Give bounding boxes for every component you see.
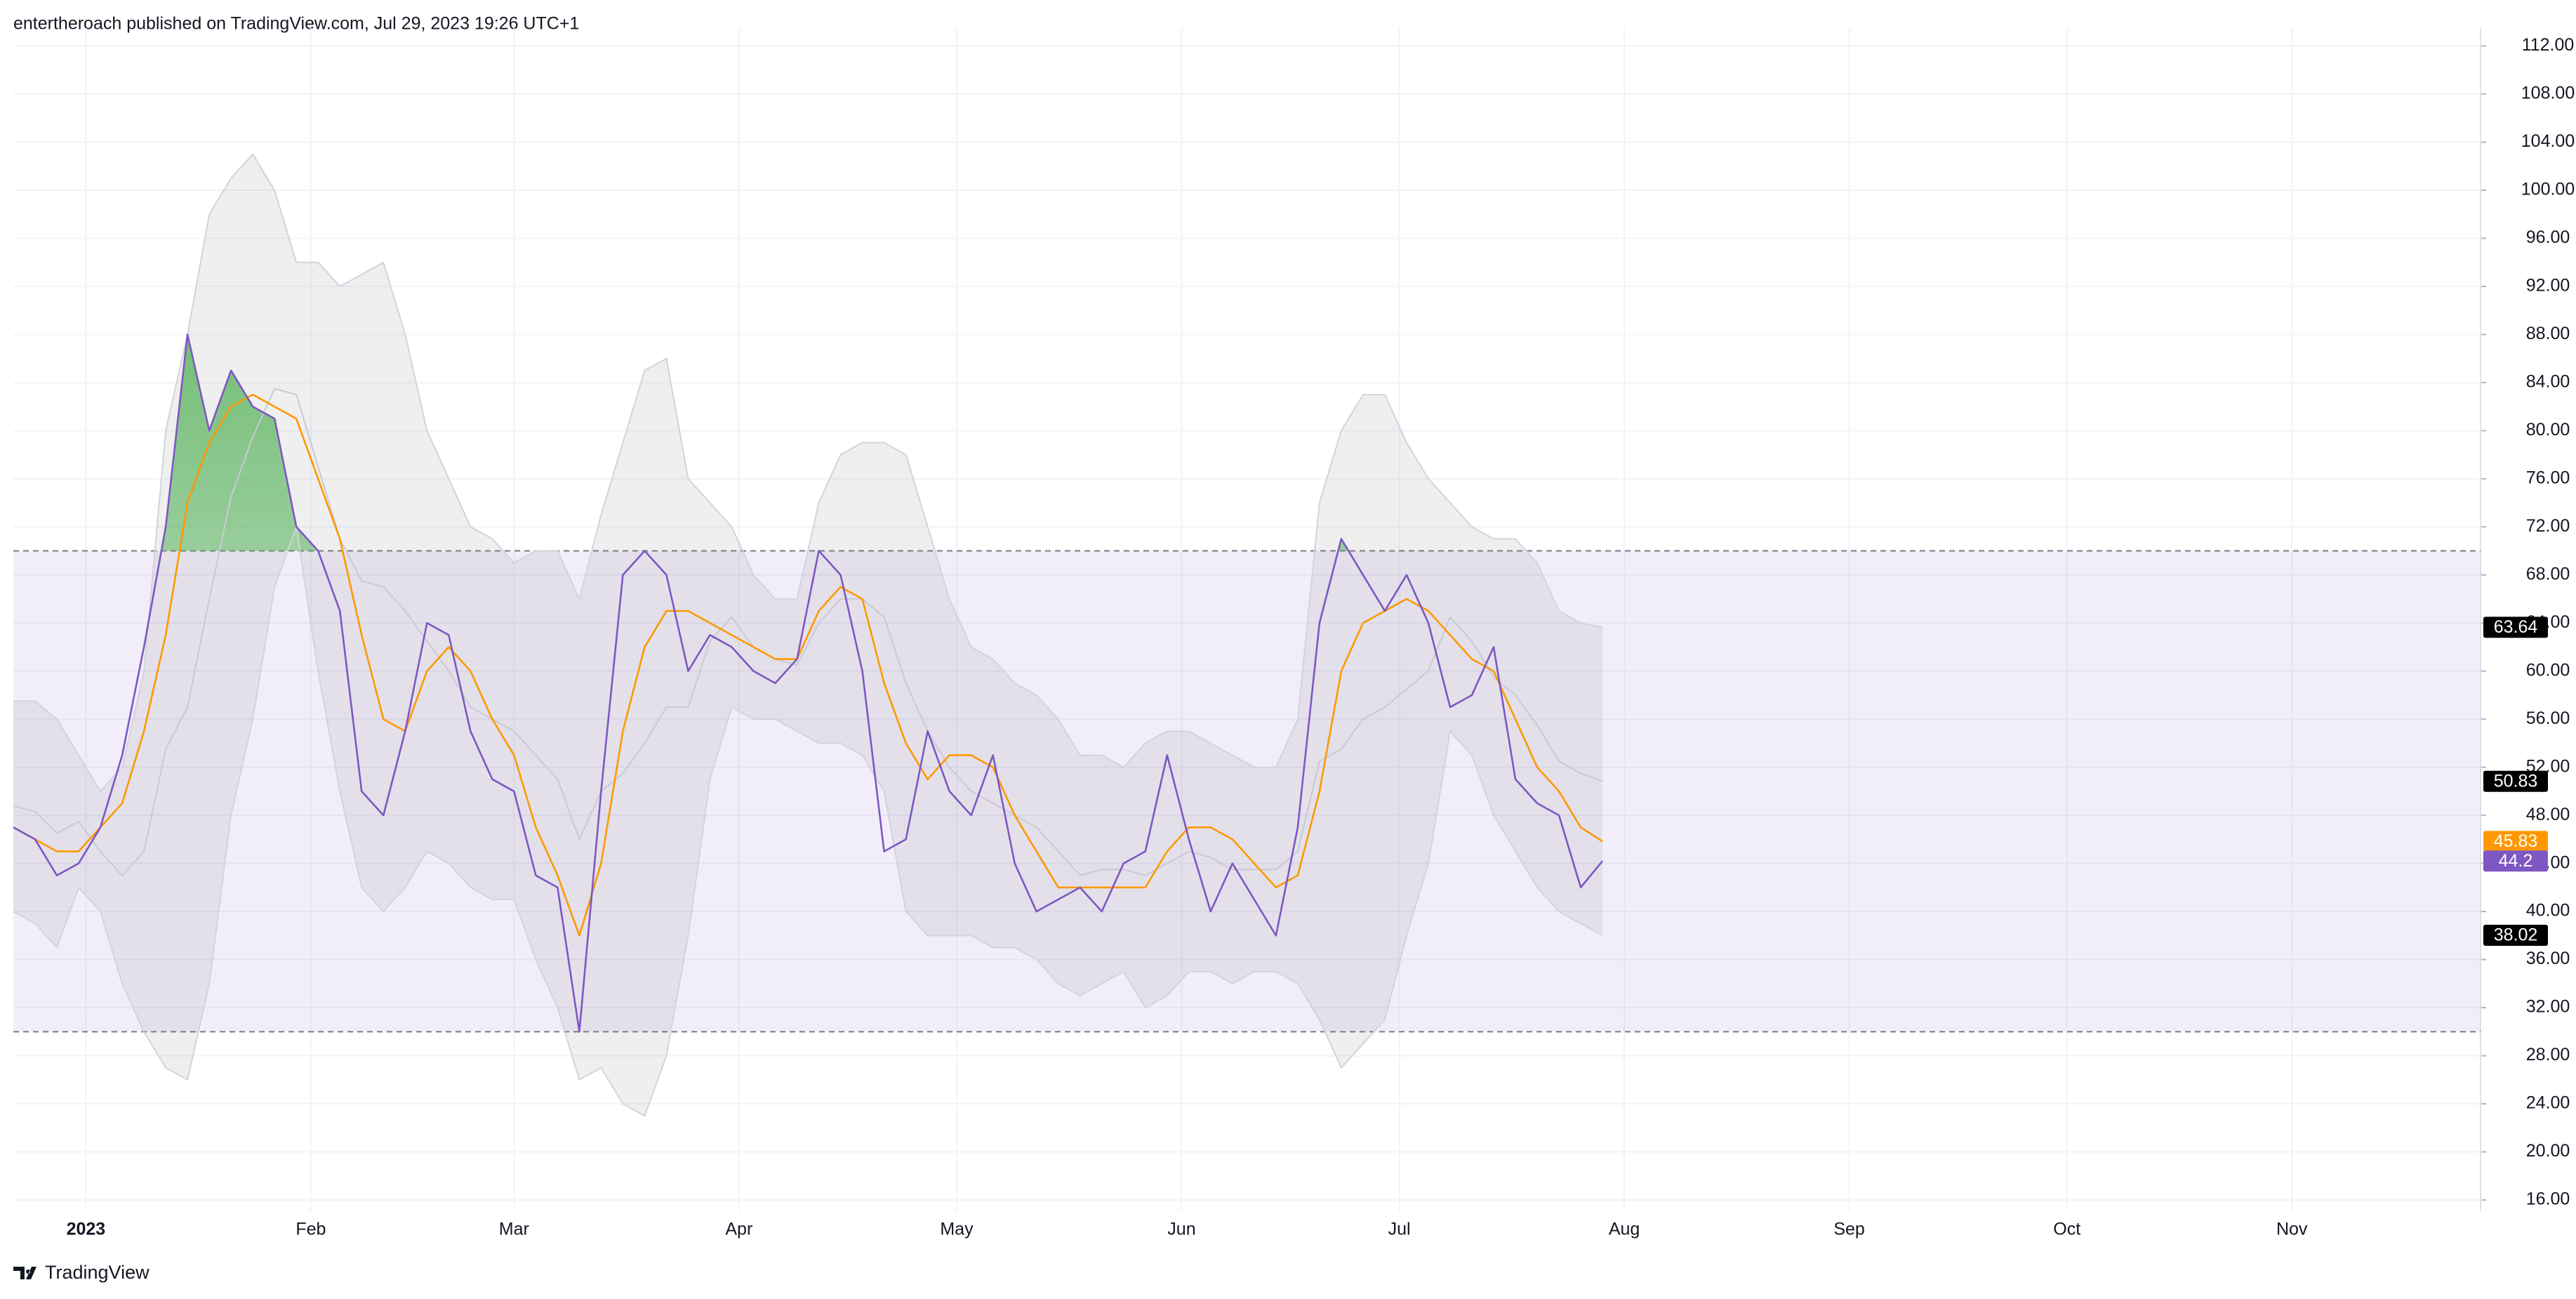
price-label: 38.02 [2494,925,2538,945]
y-tick-label: 68.00 [2526,564,2570,583]
price-label: 50.83 [2494,771,2538,791]
y-tick-label: 32.00 [2526,997,2570,1017]
plot: 2023 Feb Mar Apr May Jun Jul Aug Sep Oct Nov 16.00 2… [13,28,2575,1239]
y-tick-label: 80.00 [2526,420,2570,440]
y-tick-label: 100.00 [2521,180,2575,199]
y-tick-label: 88.00 [2526,324,2570,343]
x-tick-label: Oct [2053,1220,2080,1239]
overbought-fill [13,334,1603,551]
x-tick-label: May [940,1220,974,1239]
y-tick-label: 108.00 [2521,84,2575,103]
price-label-bg [2483,925,2548,947]
price-label-bg [2483,770,2548,792]
x-tick-label: Aug [1609,1220,1640,1239]
x-tick-label: Apr [725,1220,752,1239]
y-tick-label: 104.00 [2521,131,2575,151]
y-tick-label: 56.00 [2526,708,2570,728]
y-tick-label: 48.00 [2526,805,2570,824]
y-tick-label: 60.00 [2526,660,2570,680]
y-tick-label: 96.00 [2526,228,2570,247]
y-tick-label: 24.00 [2526,1093,2570,1113]
y-tick-label: 16.00 [2526,1189,2570,1209]
footer-text: TradingView [45,1262,150,1283]
x-tick-label: Sep [1833,1220,1864,1239]
series-line [13,388,1603,876]
y-tick-label: 112.00 [2522,35,2575,55]
y-tick-label: 92.00 [2526,276,2570,296]
series-line [13,153,1603,792]
header-text: entertheroach published on TradingView.c… [13,14,579,34]
y-tick-label: 20.00 [2526,1141,2570,1161]
logo [13,1267,36,1279]
y-tick-label: 28.00 [2526,1045,2570,1064]
y-tick-label: 76.00 [2526,468,2570,487]
y-tick-label: 72.00 [2526,516,2570,536]
x-tick-label: Jun [1167,1220,1195,1239]
y-tick-label: 40.00 [2526,901,2570,921]
price-label: 44.2 [2499,851,2533,871]
x-tick-label: Jul [1388,1220,1411,1239]
series-line [13,393,1603,937]
price-label-bg [2483,831,2548,852]
y-tick-label: 84.00 [2526,371,2570,391]
price-label: 63.64 [2494,617,2538,637]
x-tick-label: Feb [296,1220,326,1239]
series-line [13,526,1603,1117]
x-tick-label: 2023 [67,1220,106,1239]
series-line [13,334,1604,1033]
x-tick-label: Mar [499,1220,529,1239]
price-label: 45.83 [2494,831,2538,851]
x-tick-label: Nov [2276,1220,2308,1239]
price-label-bg [2483,850,2548,872]
y-tick-label: 36.00 [2526,949,2570,968]
price-label-bg [2483,616,2548,638]
